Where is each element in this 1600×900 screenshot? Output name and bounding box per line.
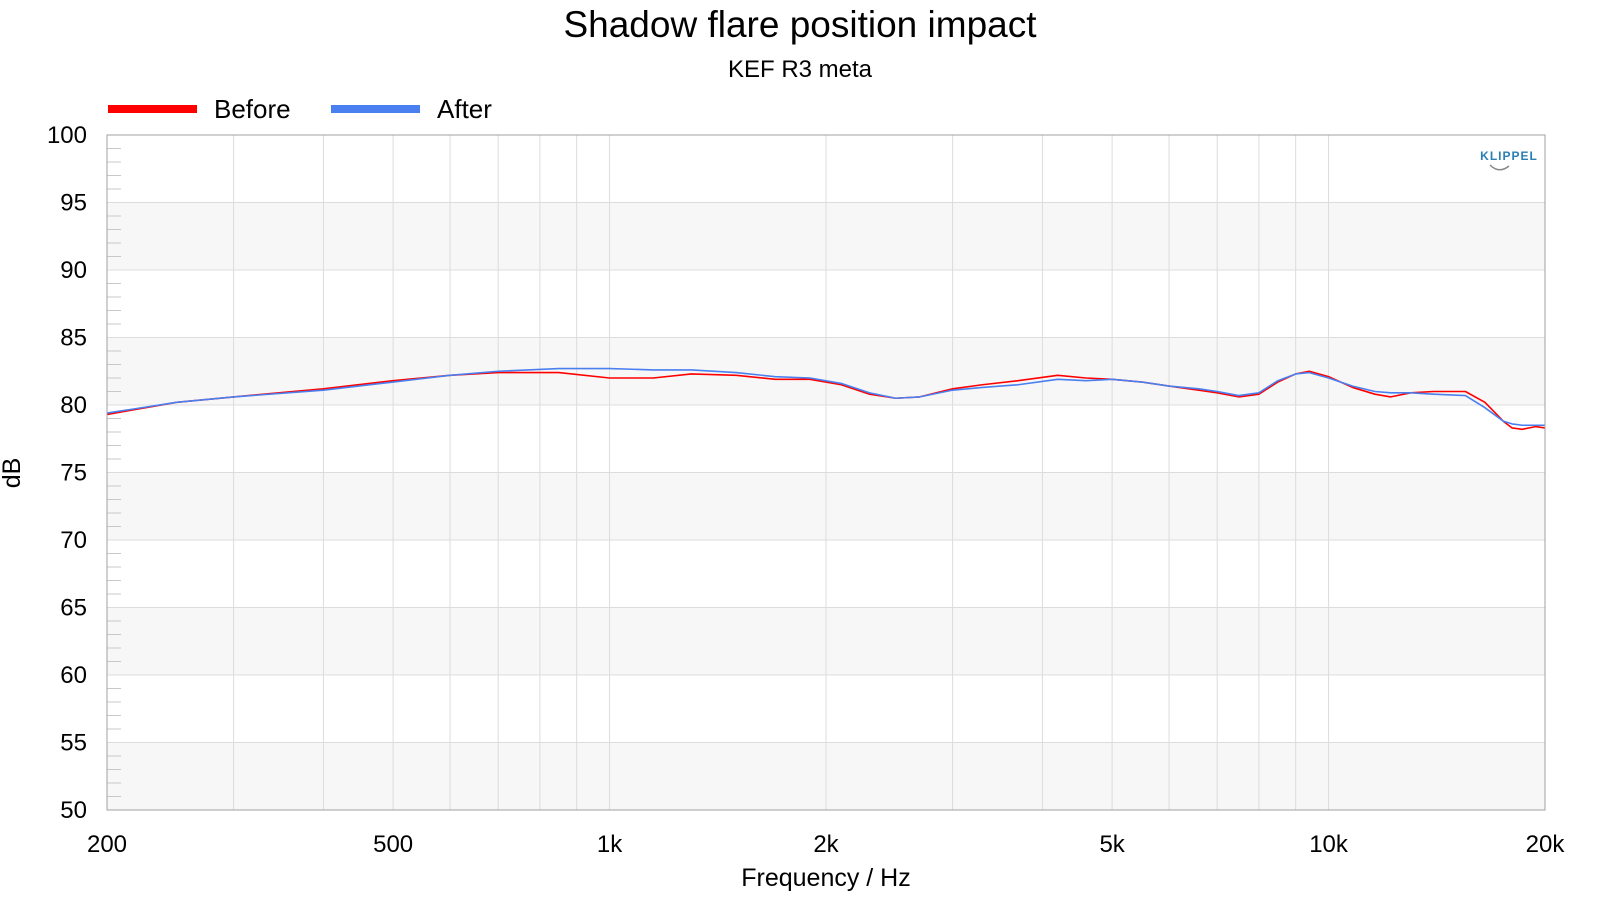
x-tick-label: 2k — [813, 831, 839, 858]
legend-label-after: After — [437, 94, 492, 124]
legend: Before After — [108, 94, 492, 124]
logo-text: KLIPPEL — [1480, 149, 1538, 163]
y-tick-label: 50 — [60, 797, 87, 824]
y-tick-label: 80 — [60, 392, 87, 419]
y-axis-label: dB — [0, 458, 26, 489]
klippel-logo: KLIPPEL — [1480, 149, 1538, 171]
grid — [107, 134, 1545, 811]
x-tick-label: 200 — [87, 831, 127, 858]
y-tick-label: 75 — [60, 460, 87, 487]
x-tick-label: 500 — [373, 831, 413, 858]
y-tick-label: 95 — [60, 190, 87, 217]
y-tick-label: 60 — [60, 662, 87, 689]
legend-swatch-after — [331, 105, 420, 113]
y-tick-label: 90 — [60, 257, 87, 284]
x-tick-label: 1k — [597, 831, 623, 858]
y-tick-label: 65 — [60, 595, 87, 622]
series-line-before — [106, 370, 1546, 431]
x-tick-label: 5k — [1099, 831, 1125, 858]
x-tick-labels: 200 500 1k 2k 5k 10k 20k — [87, 831, 1565, 858]
y-tick-labels: 100 95 90 85 80 75 70 65 60 55 50 — [47, 122, 87, 824]
x-axis-label: Frequency / Hz — [741, 864, 911, 892]
y-tick-label: 100 — [47, 122, 87, 149]
series-line-after — [106, 367, 1545, 427]
y-minor-ticks — [107, 148, 121, 797]
y-tick-label: 70 — [60, 527, 87, 554]
x-tick-label: 10k — [1309, 831, 1349, 858]
series-layer — [106, 367, 1546, 431]
chart-title: Shadow flare position impact — [563, 4, 1037, 45]
chart-subtitle: KEF R3 meta — [728, 56, 873, 83]
legend-swatch-before — [108, 105, 197, 113]
x-tick-label: 20k — [1526, 831, 1566, 858]
y-tick-label: 85 — [60, 325, 87, 352]
logo-swoosh — [1489, 164, 1510, 171]
plot-frame — [106, 134, 1546, 811]
legend-label-before: Before — [214, 94, 291, 124]
y-tick-label: 55 — [60, 730, 87, 757]
